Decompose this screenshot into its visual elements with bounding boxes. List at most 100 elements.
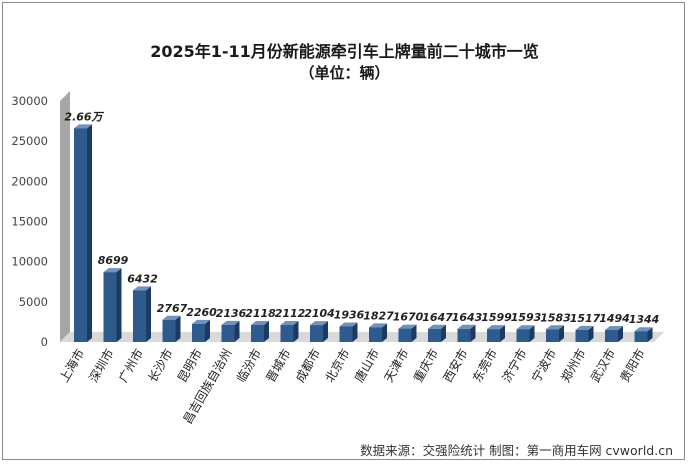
data-label: 2767 xyxy=(157,302,188,315)
category-label: 广州市 xyxy=(115,346,146,385)
bar-side xyxy=(647,327,653,342)
data-label: 2104 xyxy=(304,307,335,320)
bar xyxy=(457,328,471,342)
category-label: 天津市 xyxy=(381,346,412,385)
bar-side xyxy=(146,286,151,342)
bar xyxy=(516,329,530,342)
category-label: 北京市 xyxy=(322,346,353,385)
bar-side xyxy=(264,320,269,342)
bar-side xyxy=(500,325,505,342)
y-tick-label: 15000 xyxy=(11,215,48,229)
bar-top xyxy=(251,320,269,325)
bar-side xyxy=(175,315,181,342)
data-label: 6432 xyxy=(127,272,158,285)
chart-subtitle: （单位：辆） xyxy=(299,64,390,82)
y-tick-label: 5000 xyxy=(19,295,48,309)
bar-top xyxy=(221,320,240,325)
y-tick-label: 0 xyxy=(41,335,48,349)
bar-top xyxy=(605,325,623,330)
data-label: 1827 xyxy=(363,309,394,322)
bar xyxy=(74,128,87,342)
data-label: 1517 xyxy=(570,312,601,325)
bar xyxy=(310,325,323,342)
bar xyxy=(251,324,264,342)
category-label: 郑州市 xyxy=(558,346,589,385)
bar-side xyxy=(234,320,240,342)
category-label: 晋城市 xyxy=(263,346,294,385)
bar-top xyxy=(634,327,653,332)
category-label: 成都市 xyxy=(292,346,323,385)
bar xyxy=(428,328,441,342)
chart-title: 2025年1-11月份新能源牵引车上牌量前二十城市一览 xyxy=(150,42,539,61)
bar xyxy=(634,331,648,342)
bar-side xyxy=(470,324,476,342)
bar xyxy=(133,290,146,342)
data-label: 1344 xyxy=(629,313,660,326)
category-label: 宁波市 xyxy=(528,346,559,385)
bar xyxy=(398,328,412,342)
y-tick-label: 30000 xyxy=(11,94,48,108)
category-label: 武汉市 xyxy=(587,346,618,385)
bar-side xyxy=(293,321,299,342)
bar-top xyxy=(103,268,122,273)
bar-top xyxy=(428,324,446,329)
data-label: 1936 xyxy=(334,308,365,321)
source-note: 数据来源：交强险统计 制图：第一商用车网 cvworld.cn xyxy=(360,443,673,458)
bar-side xyxy=(352,322,358,342)
y-tick-label: 10000 xyxy=(11,255,48,269)
bar-side xyxy=(87,124,92,343)
bar-side xyxy=(559,325,564,342)
bar-top xyxy=(310,321,328,326)
bar-top xyxy=(133,286,151,291)
data-label: 1643 xyxy=(452,311,483,324)
data-label: 2260 xyxy=(186,306,217,319)
category-label: 临汾市 xyxy=(233,346,264,385)
chart-frame xyxy=(2,2,685,460)
bar xyxy=(192,323,205,342)
bar xyxy=(369,327,382,342)
category-label: 唐山市 xyxy=(351,346,382,385)
bar-top xyxy=(339,322,358,327)
bar-side xyxy=(116,268,122,342)
bar-side xyxy=(205,319,210,342)
bar-top xyxy=(546,325,564,330)
bar-side xyxy=(618,325,623,342)
bar xyxy=(221,324,235,342)
bar-side xyxy=(588,325,594,342)
bar-top xyxy=(192,319,210,324)
bar-top xyxy=(516,325,535,330)
y-tick-label: 20000 xyxy=(11,174,48,188)
bar xyxy=(546,329,559,342)
bar-side xyxy=(382,323,387,342)
bar-top xyxy=(398,324,417,329)
bar xyxy=(605,329,618,342)
bar xyxy=(103,272,117,342)
data-label: 1647 xyxy=(422,311,453,324)
data-label: 1494 xyxy=(599,312,630,325)
bar xyxy=(487,329,500,342)
bar xyxy=(280,325,294,342)
data-label: 8699 xyxy=(98,254,129,267)
bar-side xyxy=(411,324,417,342)
category-label: 重庆市 xyxy=(410,346,441,385)
category-label: 长沙市 xyxy=(145,346,176,385)
data-label: 2.66万 xyxy=(64,110,104,123)
category-label: 昆明市 xyxy=(174,346,205,385)
data-label: 2112 xyxy=(275,307,306,320)
bar-top xyxy=(74,124,92,129)
chart-back-wall xyxy=(60,91,70,342)
data-label: 1583 xyxy=(540,311,571,324)
bar xyxy=(339,326,353,342)
bar-top xyxy=(575,325,594,330)
category-label: 深圳市 xyxy=(86,346,117,385)
category-label: 西安市 xyxy=(440,346,471,385)
bar-top xyxy=(369,323,387,328)
bar-side xyxy=(529,325,535,342)
bar-top xyxy=(457,324,476,329)
data-label: 2136 xyxy=(216,307,247,320)
data-label: 1599 xyxy=(481,311,512,324)
category-label: 济宁市 xyxy=(499,346,530,385)
data-label: 1670 xyxy=(393,311,424,324)
category-label: 贵阳市 xyxy=(617,346,648,385)
